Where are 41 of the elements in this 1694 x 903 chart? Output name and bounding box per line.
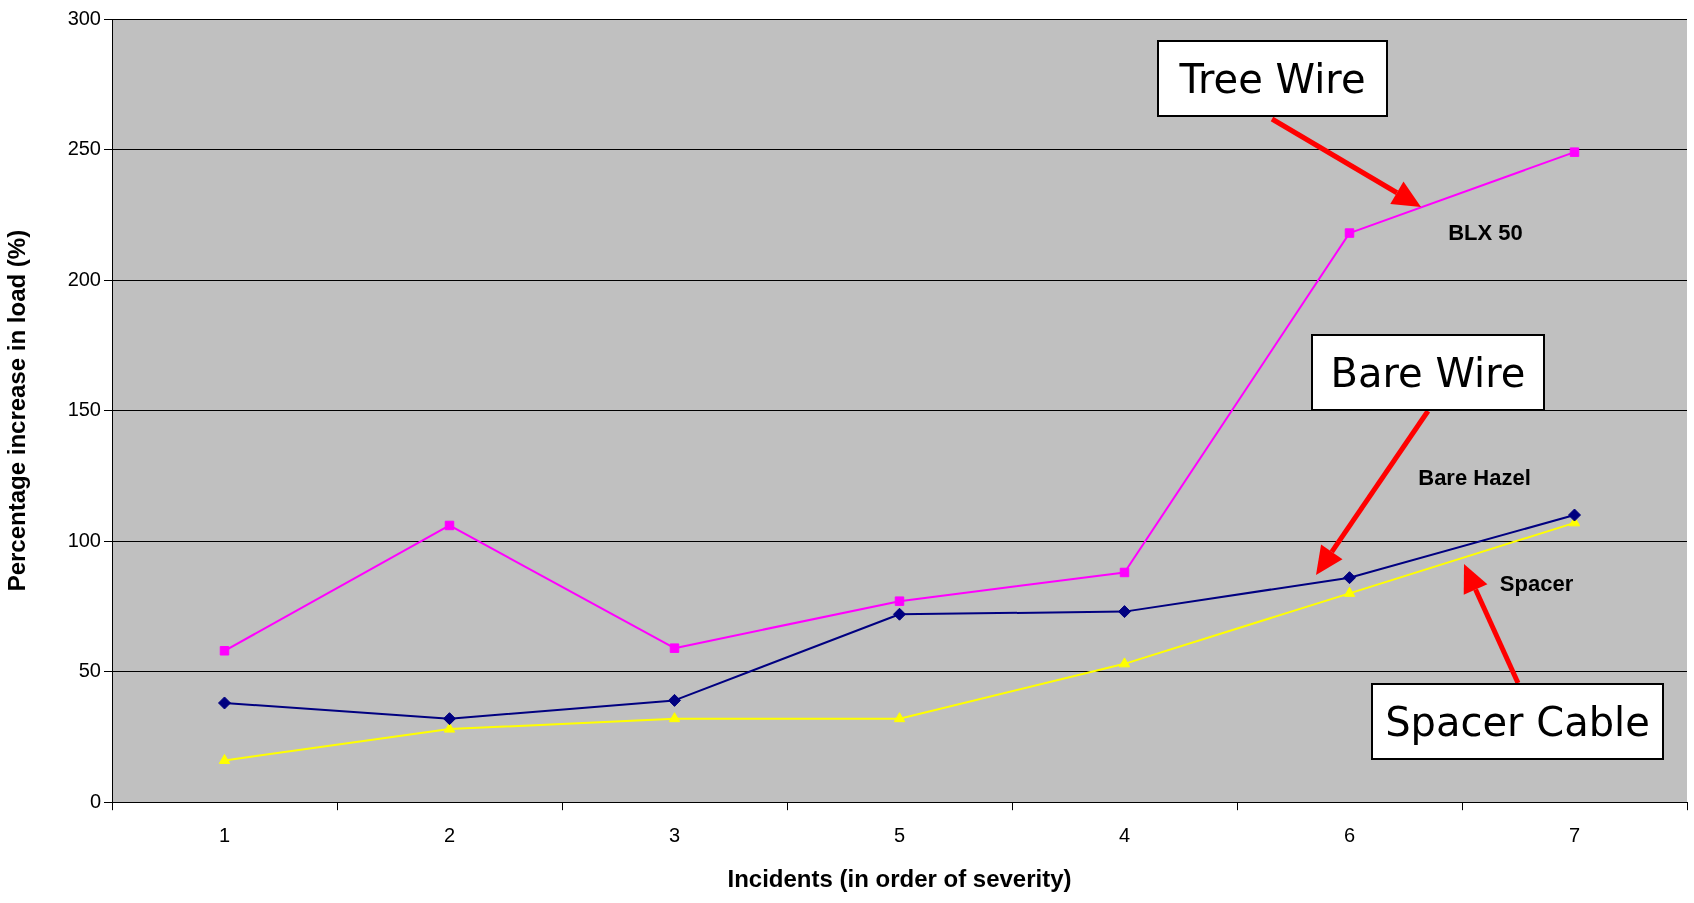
- x-tick-label: 5: [893, 823, 906, 846]
- point: [1343, 571, 1356, 585]
- point: [218, 753, 231, 764]
- point: [894, 596, 905, 606]
- point: [893, 712, 906, 723]
- annotation: Bare Wire: [1311, 334, 1545, 411]
- point: [668, 693, 681, 707]
- y-tick-label: 250: [67, 137, 101, 160]
- x-tick-label: 1: [218, 823, 231, 846]
- x-tick-label: 7: [1568, 823, 1581, 846]
- series-label: Spacer: [1499, 570, 1574, 596]
- point: [1118, 605, 1131, 619]
- x-tick-label: 6: [1343, 823, 1356, 846]
- point: [443, 712, 456, 726]
- series-label: Bare Hazel: [1418, 465, 1531, 491]
- point: [668, 712, 681, 723]
- point: [444, 520, 455, 531]
- x-tick-label: 4: [1118, 823, 1131, 846]
- point: [218, 696, 231, 710]
- point: [1119, 567, 1130, 578]
- series-label: BLX 50: [1448, 220, 1523, 246]
- point: [669, 643, 680, 653]
- point: [1569, 147, 1580, 157]
- point: [1568, 508, 1581, 522]
- point: [1343, 586, 1356, 597]
- y-tick-label: 150: [67, 398, 101, 421]
- x-axis-title: Incidents (in order of severity): [727, 865, 1072, 893]
- annotation: Tree Wire: [1157, 40, 1388, 117]
- y-tick-label: 200: [67, 267, 101, 290]
- point: [1118, 657, 1131, 668]
- point: [893, 607, 906, 621]
- y-tick-label: 300: [67, 6, 101, 29]
- y-tick-label: 50: [78, 659, 101, 682]
- point: [219, 646, 230, 656]
- x-tick-label: 3: [668, 823, 681, 846]
- y-axis-title: Percentage increase in load (%): [3, 229, 31, 592]
- annotation: Spacer Cable: [1371, 683, 1664, 760]
- y-tick-label: 100: [67, 528, 101, 551]
- y-tick-label: 0: [89, 789, 101, 812]
- point: [1344, 228, 1355, 238]
- x-tick-label: 2: [443, 823, 456, 846]
